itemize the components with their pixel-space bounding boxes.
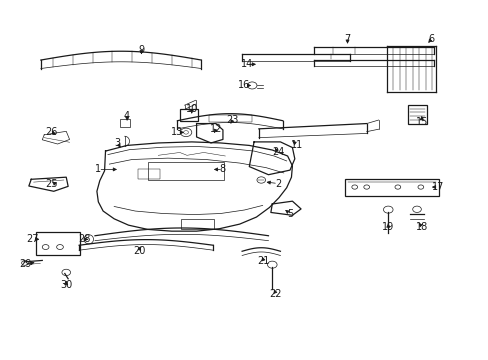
Text: 28: 28 bbox=[78, 234, 90, 244]
Text: 2: 2 bbox=[274, 179, 281, 189]
Text: 5: 5 bbox=[286, 208, 292, 219]
Text: 9: 9 bbox=[138, 45, 144, 55]
Text: 3: 3 bbox=[114, 138, 121, 148]
Text: 6: 6 bbox=[427, 34, 433, 44]
Text: 17: 17 bbox=[431, 182, 444, 192]
Text: 7: 7 bbox=[344, 34, 350, 44]
Text: 4: 4 bbox=[124, 112, 130, 121]
Text: 11: 11 bbox=[290, 140, 303, 150]
Text: 18: 18 bbox=[415, 221, 427, 231]
Text: 25: 25 bbox=[45, 179, 58, 189]
Text: 15: 15 bbox=[415, 117, 427, 127]
Text: 21: 21 bbox=[257, 256, 269, 266]
Text: 1: 1 bbox=[95, 165, 101, 174]
Text: 14: 14 bbox=[240, 59, 252, 69]
Text: 16: 16 bbox=[238, 80, 250, 90]
Text: 8: 8 bbox=[220, 165, 225, 174]
Text: 20: 20 bbox=[133, 246, 145, 256]
Text: 13: 13 bbox=[171, 127, 183, 138]
Text: 22: 22 bbox=[269, 289, 281, 298]
Text: 26: 26 bbox=[45, 127, 58, 138]
Text: 19: 19 bbox=[381, 221, 394, 231]
Text: 10: 10 bbox=[185, 104, 198, 114]
Text: 29: 29 bbox=[19, 259, 31, 269]
Text: 12: 12 bbox=[209, 124, 222, 134]
Text: 27: 27 bbox=[26, 234, 39, 244]
Text: 30: 30 bbox=[60, 280, 72, 290]
Text: 24: 24 bbox=[271, 148, 284, 157]
Text: 23: 23 bbox=[226, 115, 238, 125]
